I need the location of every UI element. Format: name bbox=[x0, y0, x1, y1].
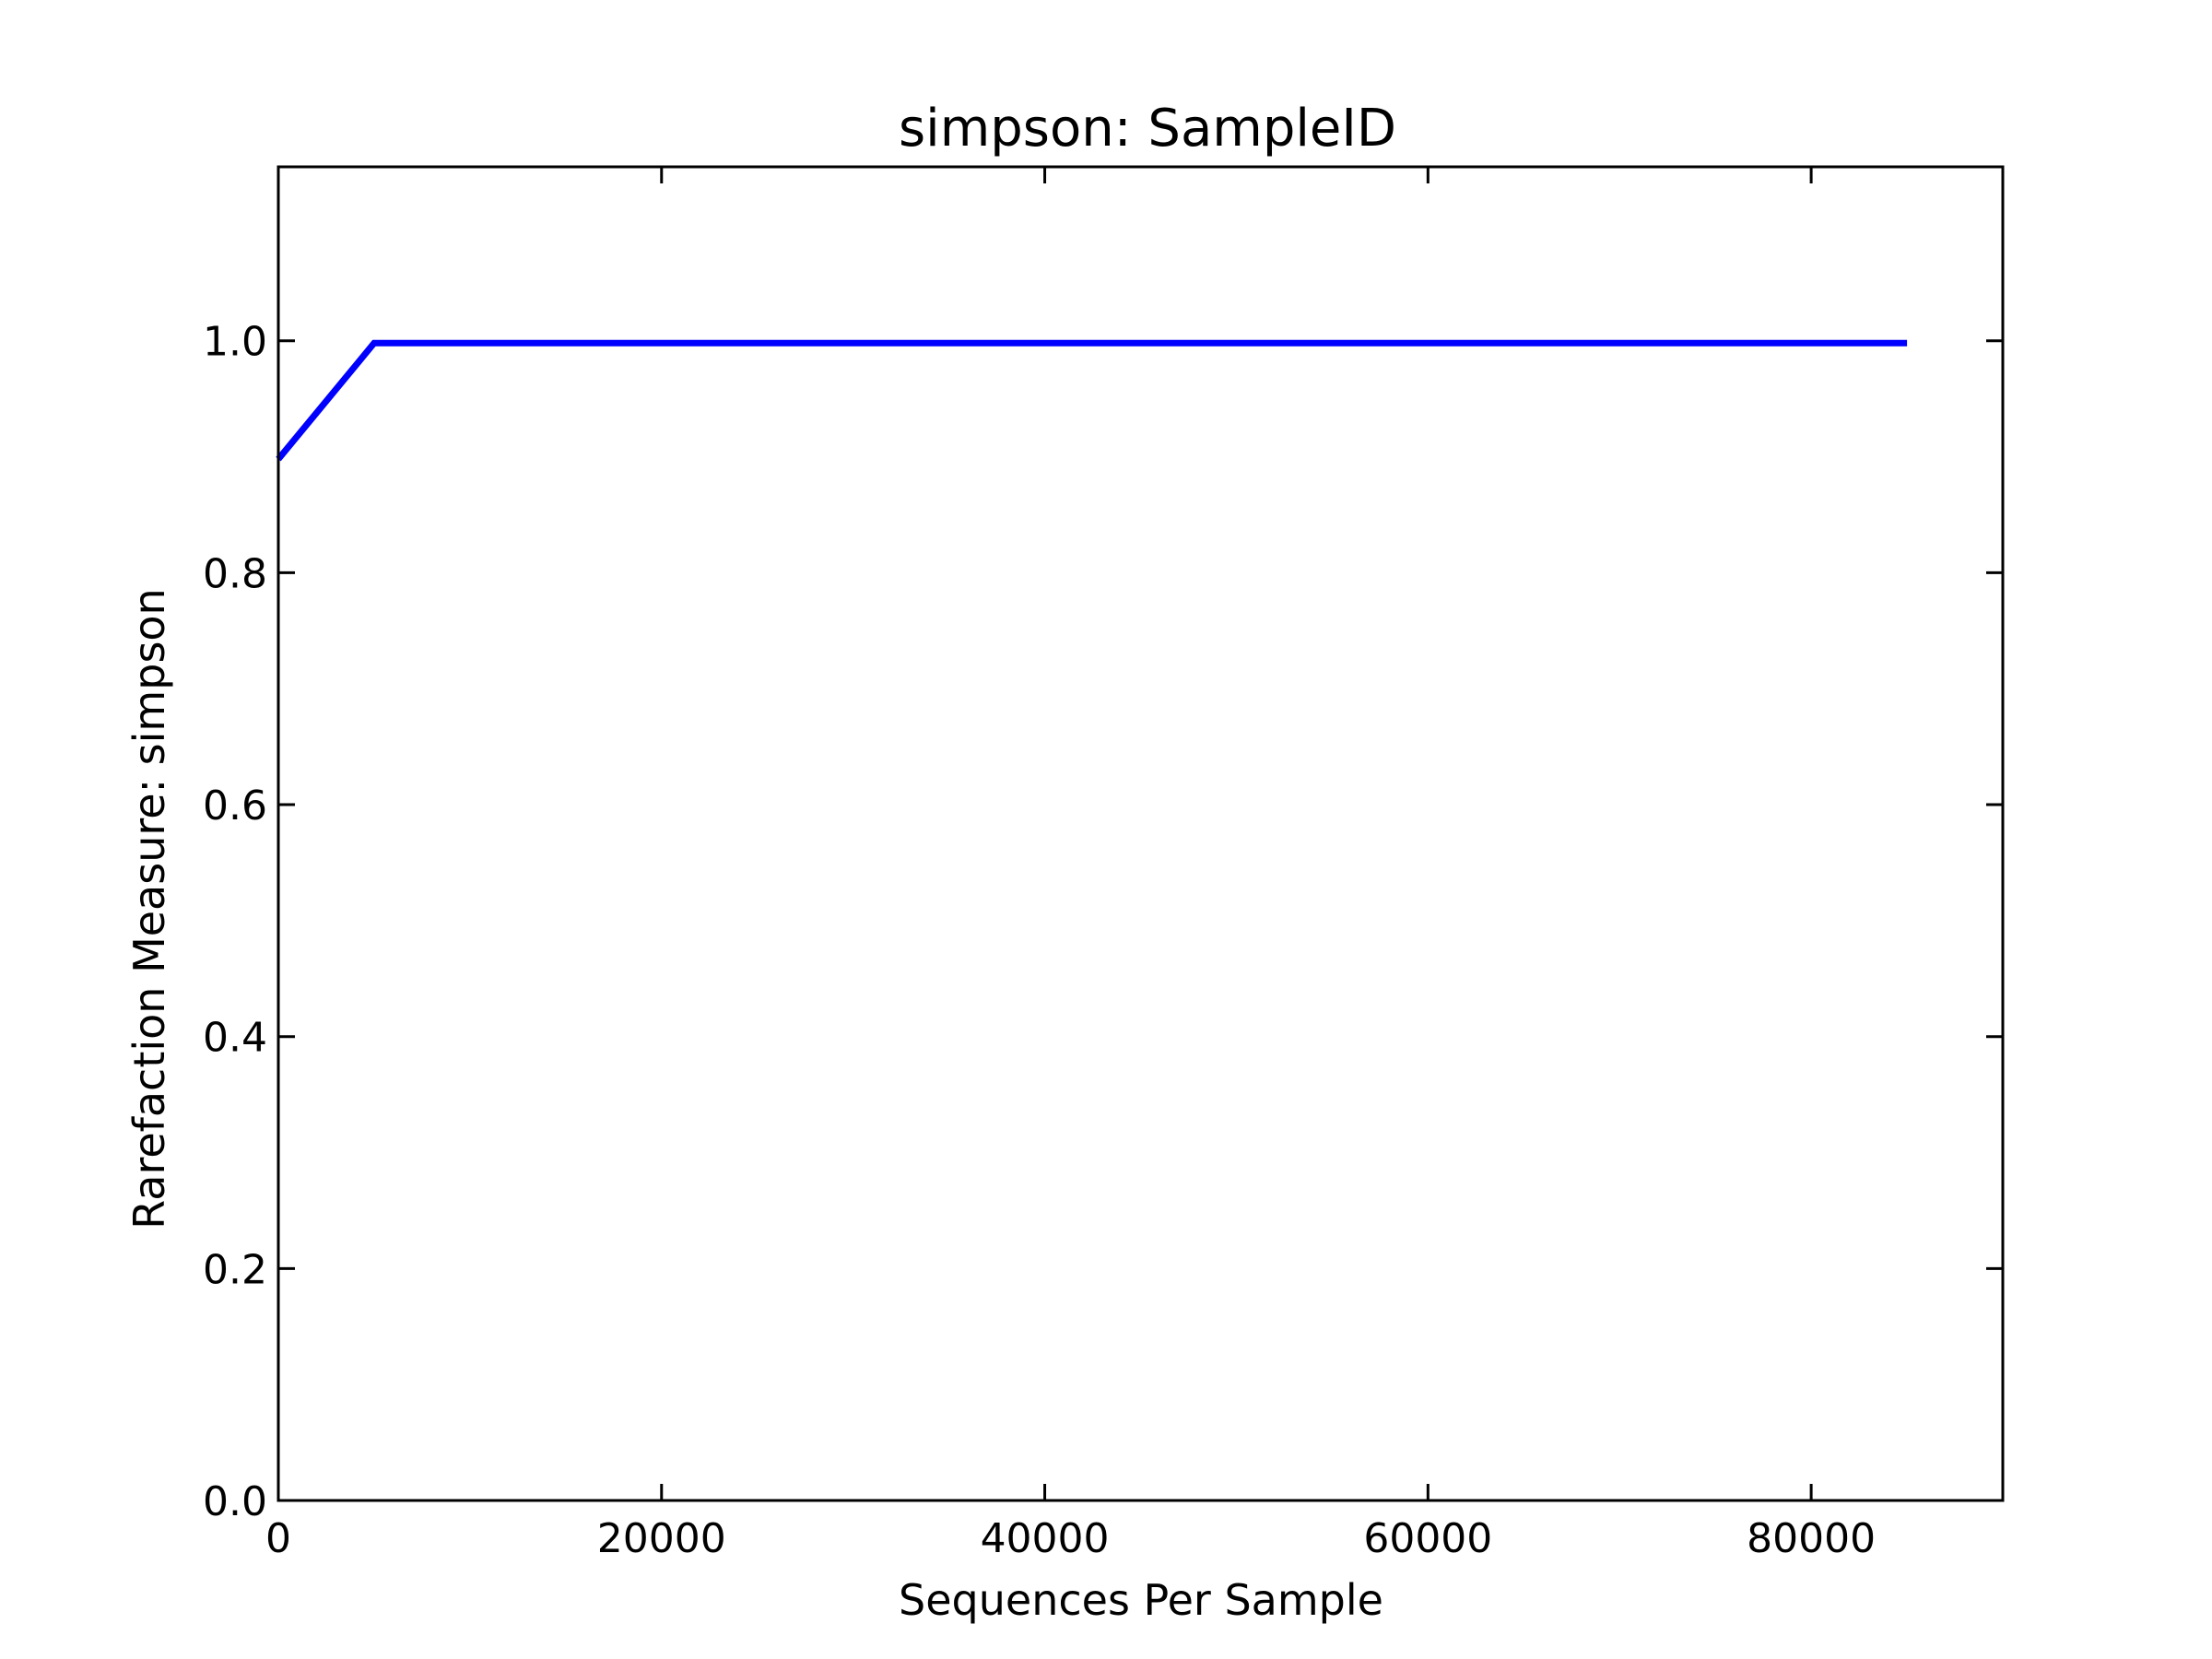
x-tick-labels: 0 20000 40000 60000 80000 bbox=[265, 1515, 1876, 1562]
series-layer bbox=[276, 339, 1908, 462]
chart-title: simpson: SampleID bbox=[899, 99, 1396, 159]
plot-area bbox=[276, 165, 2005, 1502]
ticks-layer bbox=[276, 167, 2003, 1502]
series-line-0 bbox=[276, 339, 1908, 462]
x-axis-label: Sequences Per Sample bbox=[899, 1575, 1383, 1625]
y-tick-labels: 0.0 0.2 0.4 0.6 0.8 1.0 bbox=[203, 319, 267, 1525]
x-tick-label: 80000 bbox=[1747, 1515, 1876, 1562]
y-tick-label: 0.8 bbox=[203, 550, 267, 597]
y-axis-label: Rarefaction Measure: simpson bbox=[124, 588, 174, 1229]
x-tick-label: 20000 bbox=[597, 1515, 726, 1562]
plot-frame bbox=[276, 165, 2005, 1502]
y-tick-label: 0.2 bbox=[203, 1246, 267, 1293]
x-tick-label: 60000 bbox=[1363, 1515, 1492, 1562]
x-tick-label: 0 bbox=[265, 1515, 291, 1562]
y-tick-label: 0.0 bbox=[203, 1478, 267, 1525]
y-tick-label: 0.4 bbox=[203, 1015, 267, 1062]
y-tick-label: 0.6 bbox=[203, 782, 267, 830]
x-tick-label: 40000 bbox=[981, 1515, 1110, 1562]
y-tick-label: 1.0 bbox=[203, 319, 267, 366]
